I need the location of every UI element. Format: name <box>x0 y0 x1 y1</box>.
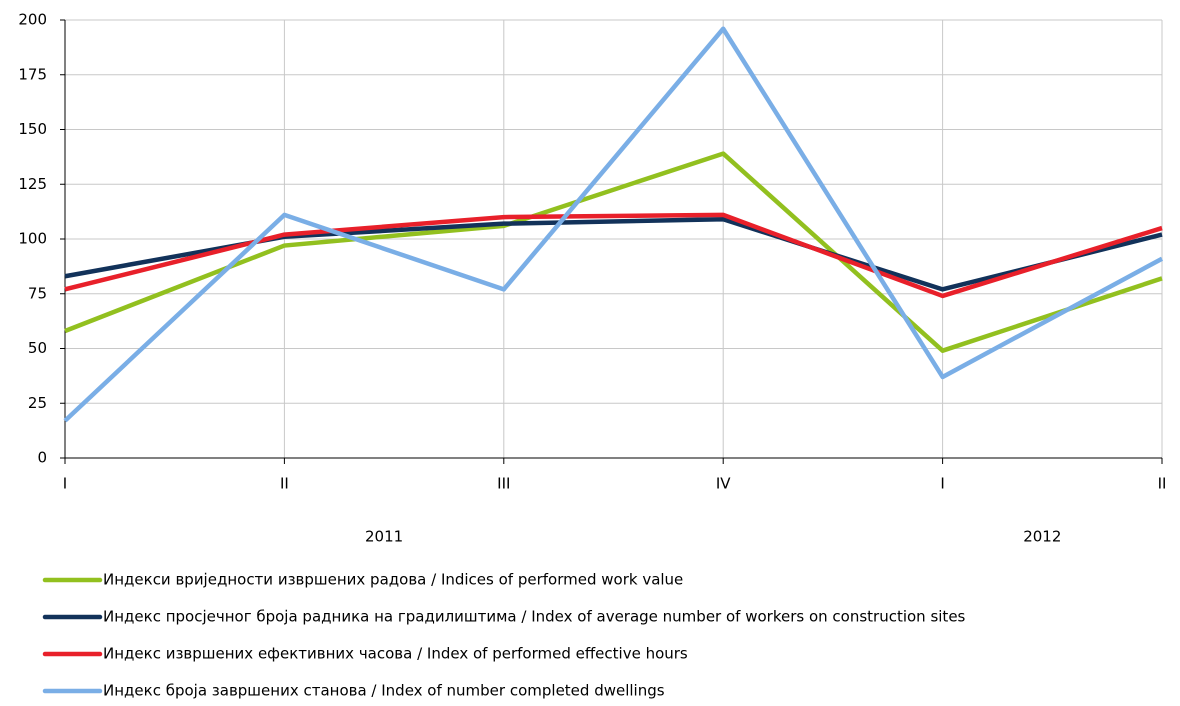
x-tick-label: IV <box>716 475 731 493</box>
legend-label: Индекси вриједности извршених радова / I… <box>103 571 683 589</box>
y-tick-label: 25 <box>28 394 47 412</box>
series-line <box>63 26 1164 423</box>
y-tick-label: 125 <box>18 175 47 193</box>
x-tick-label: II <box>280 475 289 493</box>
x-tick-label: I <box>940 475 944 493</box>
x-tick-label: I <box>63 475 67 493</box>
y-tick-label: 0 <box>37 449 47 467</box>
y-tick-label: 75 <box>28 284 47 302</box>
x-tick-label: II <box>1158 475 1167 493</box>
legend-label: Индекс просјечног броја радника на гради… <box>103 608 966 626</box>
y-tick-label: 200 <box>18 11 47 29</box>
group-label: 2012 <box>1023 528 1061 546</box>
x-tick-label: III <box>497 475 510 493</box>
legend-label: Индекс извршених ефективних часова / Ind… <box>103 645 688 663</box>
y-tick-label: 50 <box>28 339 47 357</box>
series-line <box>64 151 1163 353</box>
y-tick-label: 100 <box>18 230 47 248</box>
group-label: 2011 <box>365 528 403 546</box>
series-line <box>64 212 1163 299</box>
y-tick-label: 175 <box>18 65 47 83</box>
legend-label: Индекс броја завршених станова / Index o… <box>103 682 665 700</box>
y-tick-label: 150 <box>18 120 47 138</box>
